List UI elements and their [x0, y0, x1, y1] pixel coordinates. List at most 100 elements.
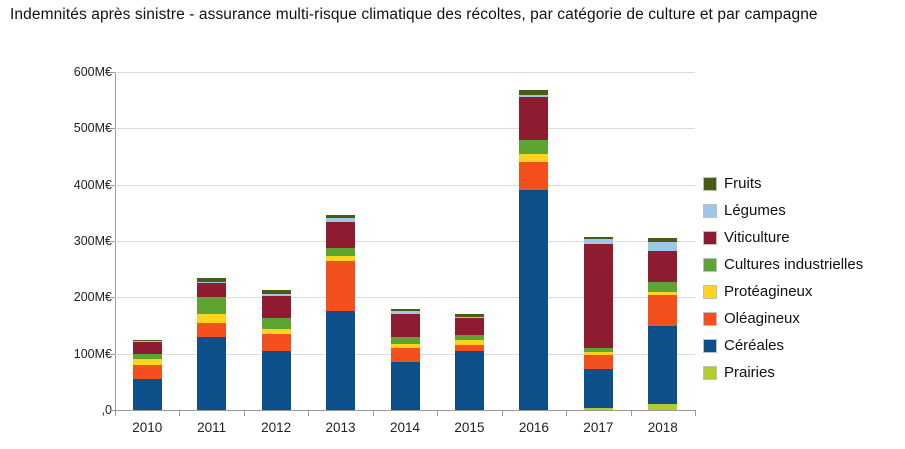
bar-2014 — [390, 308, 420, 410]
bar-segment-2018-prot-agineux — [648, 291, 678, 295]
bar-segment-2013-fruits — [326, 215, 356, 218]
y-tick-mark — [110, 72, 115, 73]
x-tick-label-2018: 2018 — [647, 420, 678, 435]
legend-swatch — [703, 230, 717, 245]
plot-area — [115, 72, 695, 410]
bar-segment-2016-l-gumes — [519, 94, 549, 98]
y-tick-mark — [110, 410, 115, 411]
y-tick-mark — [110, 184, 115, 186]
bar-segment-2011-cultures-industrielles — [197, 297, 227, 315]
legend-swatch — [703, 284, 717, 299]
bar-2010 — [132, 339, 162, 410]
y-tick-label: 500M€ — [73, 121, 112, 136]
legend-label: Protéagineux — [724, 283, 813, 300]
bar-segment-2018-c-r-ales — [648, 325, 678, 405]
x-tick-label-2015: 2015 — [454, 420, 485, 435]
bar-segment-2015-fruits — [454, 313, 484, 317]
legend-label: Légumes — [724, 202, 786, 219]
y-tick-label: ,0 — [101, 403, 112, 417]
y-tick-label: 600M€ — [73, 65, 112, 79]
bar-segment-2010-prot-agineux — [132, 359, 162, 365]
bar-segment-2011-fruits — [197, 277, 227, 282]
x-tick-label-2013: 2013 — [325, 420, 356, 435]
bar-segment-2017-cultures-industrielles — [583, 348, 613, 352]
bar-2011 — [197, 277, 227, 410]
bar-segment-2014-cultures-industrielles — [390, 336, 420, 344]
bar-segment-2011-prot-agineux — [197, 314, 227, 323]
bar-segment-2010-cultures-industrielles — [132, 353, 162, 360]
bar-segment-2013-cultures-industrielles — [326, 247, 356, 257]
legend-label: Fruits — [724, 175, 762, 192]
legend-swatch — [703, 311, 717, 326]
bar-segment-2017-viticulture — [583, 243, 613, 349]
bar-segment-2017-fruits — [583, 237, 613, 240]
bar-segment-2017-ol-agineux — [583, 354, 613, 369]
bar-segment-2012-fruits — [261, 290, 291, 294]
bar-segment-2016-viticulture — [519, 97, 549, 140]
y-tick-mark — [110, 241, 115, 242]
x-tick-mark — [566, 411, 568, 416]
bar-segment-2014-c-r-ales — [390, 362, 420, 410]
bar-segment-2013-l-gumes — [326, 217, 356, 223]
bar-segment-2010-l-gumes — [132, 341, 162, 343]
x-tick-mark — [501, 411, 503, 416]
bar-segment-2013-c-r-ales — [326, 311, 356, 410]
gridline-300 — [115, 241, 695, 242]
x-tick-label-2016: 2016 — [518, 420, 549, 435]
legend-swatch — [703, 338, 717, 353]
bar-segment-2016-cultures-industrielles — [519, 139, 549, 154]
bar-segment-2013-ol-agineux — [326, 260, 356, 312]
bar-segment-2017-prairies — [583, 408, 613, 410]
legend-label: Viticulture — [724, 229, 790, 246]
bar-segment-2017-c-r-ales — [583, 368, 613, 409]
legend-item-cultures-industrielles: Cultures industrielles — [703, 251, 864, 278]
x-axis-line — [115, 410, 696, 411]
legend-item-l-gumes: Légumes — [703, 197, 863, 224]
bar-segment-2010-c-r-ales — [132, 379, 162, 410]
legend-swatch — [703, 257, 717, 272]
bar-segment-2016-ol-agineux — [519, 162, 549, 191]
bar-2016 — [519, 90, 549, 410]
bar-segment-2015-ol-agineux — [454, 345, 484, 351]
legend-swatch — [703, 203, 717, 218]
bar-2012 — [261, 290, 291, 410]
x-tick-mark — [372, 411, 374, 416]
bar-segment-2015-cultures-industrielles — [454, 335, 484, 340]
y-tick-label: 300M€ — [73, 234, 112, 248]
x-tick-mark — [115, 411, 116, 416]
y-tick-label: 100M€ — [73, 346, 112, 361]
legend-swatch — [703, 176, 717, 191]
bar-segment-2015-l-gumes — [454, 316, 484, 319]
x-tick-label-2017: 2017 — [583, 420, 614, 435]
x-tick-mark — [437, 411, 439, 416]
chart-title: Indemnités après sinistre - assurance mu… — [10, 6, 818, 23]
legend-item-fruits: Fruits — [703, 170, 863, 197]
y-tick-label: 200M€ — [73, 290, 112, 305]
bar-segment-2012-c-r-ales — [261, 350, 291, 410]
y-tick-label: 400M€ — [73, 177, 112, 192]
bar-segment-2012-prot-agineux — [261, 329, 291, 334]
bar-2017 — [583, 237, 613, 410]
bar-segment-2016-prot-agineux — [519, 153, 549, 163]
x-tick-label-2011: 2011 — [197, 420, 227, 435]
bar-segment-2014-ol-agineux — [390, 348, 420, 363]
bar-segment-2014-l-gumes — [390, 311, 420, 315]
x-tick-mark — [243, 411, 245, 416]
legend-item-prot-agineux: Protéagineux — [703, 278, 863, 305]
legend-swatch — [703, 365, 717, 380]
legend-label: Cultures industrielles — [724, 256, 864, 273]
bar-2013 — [326, 215, 356, 410]
bar-segment-2013-viticulture — [326, 222, 356, 248]
bar-segment-2018-prairies — [648, 404, 678, 410]
bar-segment-2013-prot-agineux — [326, 256, 356, 261]
x-tick-label-2010: 2010 — [132, 420, 163, 435]
bar-segment-2012-viticulture — [261, 295, 291, 319]
legend-label: Oléagineux — [724, 310, 800, 327]
bar-segment-2015-viticulture — [454, 318, 484, 336]
legend-item-viticulture: Viticulture — [703, 224, 863, 251]
gridline-200 — [115, 297, 695, 299]
x-tick-mark — [179, 411, 181, 416]
gridline-600 — [115, 72, 695, 73]
legend-item-c-r-ales: Céréales — [703, 332, 863, 359]
bar-segment-2014-viticulture — [390, 314, 420, 337]
